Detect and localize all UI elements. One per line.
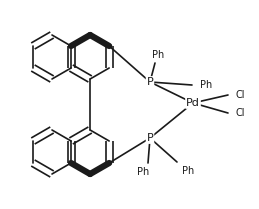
Text: P: P [147, 133, 153, 143]
Text: Ph: Ph [152, 50, 164, 60]
Text: Pd: Pd [186, 98, 200, 108]
Text: Cl: Cl [236, 108, 246, 118]
Text: Cl: Cl [236, 90, 246, 100]
Text: Ph: Ph [200, 80, 212, 90]
Text: P: P [147, 77, 153, 87]
Text: Ph: Ph [182, 166, 194, 176]
Text: Ph: Ph [137, 167, 149, 177]
